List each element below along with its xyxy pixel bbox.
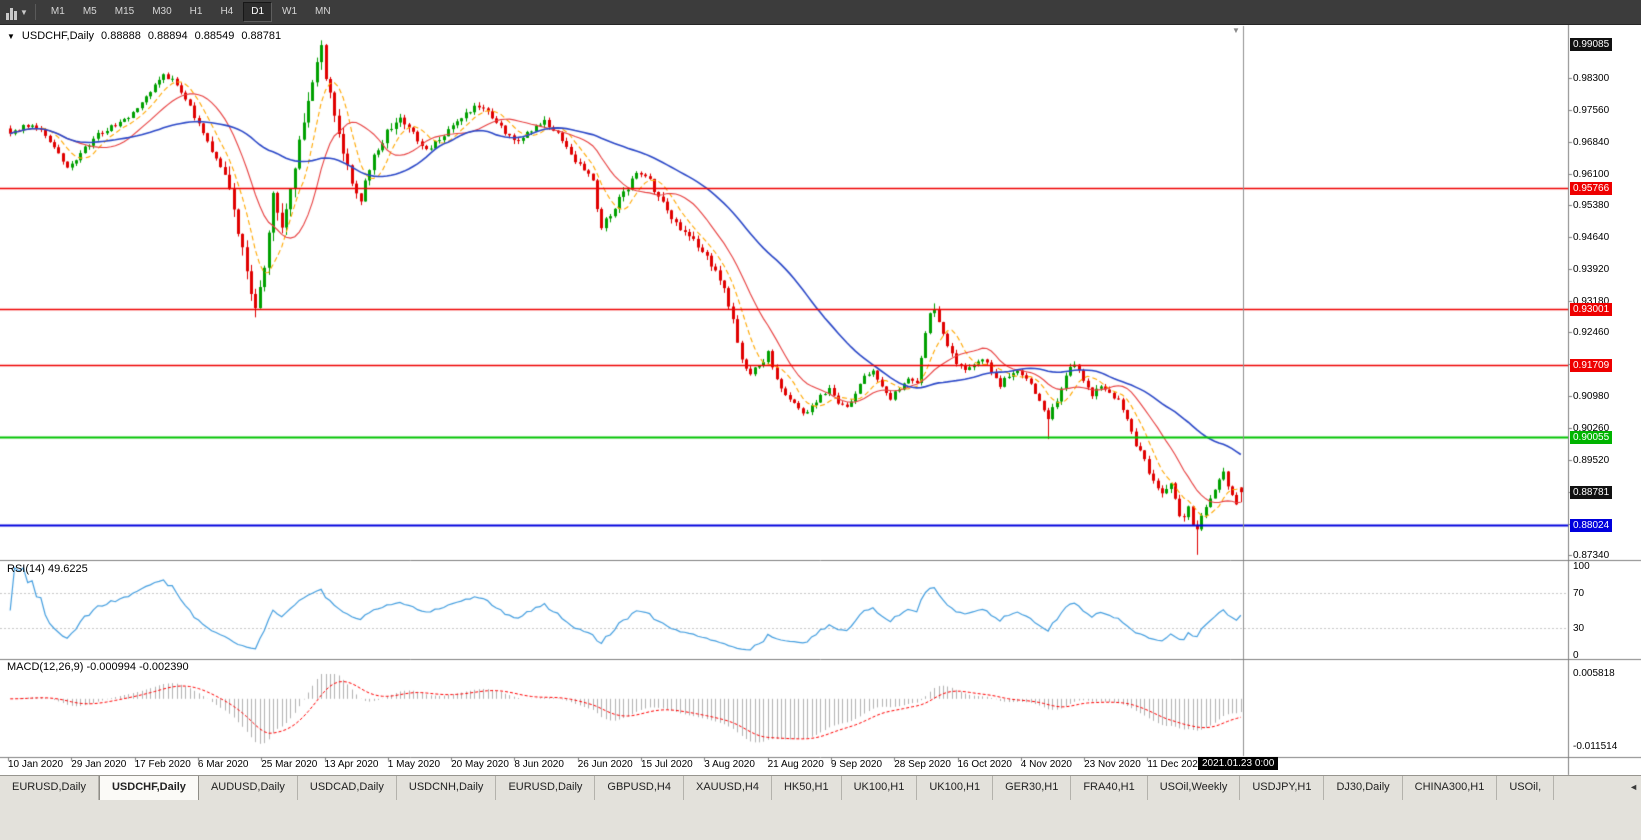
price-axis-tick: 0.96100 <box>1573 168 1610 180</box>
chart-tab-usdcad-daily[interactable]: USDCAD,Daily <box>298 776 397 800</box>
chart-tab-hk50-h1[interactable]: HK50,H1 <box>772 776 842 800</box>
chart-tab-gbpusd-h4[interactable]: GBPUSD,H4 <box>595 776 684 800</box>
chart-tab-audusd-daily[interactable]: AUDUSD,Daily <box>199 776 298 800</box>
chart-tab-usoil-weekly[interactable]: USOil,Weekly <box>1148 776 1241 800</box>
chart-ohlc-header: ▼ USDCHF,Daily 0.88888 0.88894 0.88549 0… <box>7 30 281 42</box>
date-axis-label: 21 Aug 2020 <box>767 759 824 770</box>
macd-axis-min: -0.011514 <box>1573 741 1618 752</box>
price-axis-tick: 0.89520 <box>1573 455 1610 466</box>
timeframe-button-h1[interactable]: H1 <box>189 6 203 17</box>
price-axis-tick: 0.87340 <box>1573 549 1610 561</box>
date-axis-label: 20 May 2020 <box>451 759 509 770</box>
tab-scroll-left-icon[interactable]: ◄ <box>1629 782 1638 792</box>
timeframe-button-mn[interactable]: MN <box>315 6 331 17</box>
date-axis-label: 17 Feb 2020 <box>134 759 191 770</box>
vline-date-badge: 2021.01.23 0:00 <box>1198 757 1279 770</box>
price-axis-tick: 0.93920 <box>1573 263 1610 275</box>
collapse-triangle-icon[interactable]: ▼ <box>7 31 15 41</box>
bottom-strip <box>0 800 1641 840</box>
chart-tab-ger30-h1[interactable]: GER30,H1 <box>993 776 1072 800</box>
low-value: 0.88549 <box>194 30 235 42</box>
price-axis-tick: 0.90260 <box>1573 422 1610 434</box>
chart-tab-uk100-h1[interactable]: UK100,H1 <box>842 776 918 800</box>
chart-area: ▼ USDCHF,Daily 0.88888 0.88894 0.88549 0… <box>0 25 1641 800</box>
date-axis-label: 11 Dec 2020 <box>1147 759 1204 770</box>
symbol-period-label: USDCHF,Daily <box>21 30 95 42</box>
timeframe-button-m1[interactable]: M1 <box>50 6 65 17</box>
chart-tab-eurusd-daily[interactable]: EURUSD,Daily <box>496 776 596 800</box>
timeframe-button-m15[interactable]: M15 <box>114 6 135 17</box>
price-level-badge: 0.88781 <box>1570 486 1613 500</box>
price-chart-canvas[interactable] <box>0 25 1641 800</box>
top-toolbar: ▼ M1 M5 M15 M30 H1 H4 D1 W1 MN <box>0 0 1641 25</box>
macd-axis-max: 0.005818 <box>1573 668 1615 679</box>
chart-tab-bar: EURUSD,Daily USDCHF,Daily AUDUSD,Daily USDC… <box>0 775 1641 800</box>
toolbar-separator <box>34 4 36 20</box>
price-level-badge: 0.99085 <box>1570 37 1613 51</box>
chart-tab-eurusd-daily[interactable]: EURUSD,Daily <box>0 776 99 800</box>
chart-tab-xauusd-h4[interactable]: XAUUSD,H4 <box>684 776 772 800</box>
price-axis-tick: 0.98300 <box>1573 73 1610 85</box>
macd-indicator-label: MACD(12,26,9) -0.000994 -0.002390 <box>7 661 189 673</box>
date-axis-label: 3 Aug 2020 <box>704 759 755 770</box>
date-axis-label: 16 Oct 2020 <box>957 759 1012 770</box>
timeframe-button-w1[interactable]: W1 <box>282 6 298 17</box>
timeframe-button-m30[interactable]: M30 <box>152 6 172 17</box>
chart-shift-marker-icon[interactable]: ▼ <box>1232 26 1240 35</box>
date-axis-label: 4 Nov 2020 <box>1020 759 1072 770</box>
timeframe-button-m5[interactable]: M5 <box>82 6 97 17</box>
date-axis-label: 9 Sep 2020 <box>830 759 883 770</box>
date-axis-label: 10 Jan 2020 <box>8 759 64 770</box>
chart-tab-usdjpy-h1[interactable]: USDJPY,H1 <box>1240 776 1325 800</box>
chart-tab-usoil-[interactable]: USOil, <box>1497 776 1555 800</box>
timeframe-toolbar: M1 M5 M15 M30 H1 H4 D1 W1 MN <box>42 2 340 22</box>
rsi-axis-tick: 70 <box>1573 587 1585 599</box>
price-axis-tick: 0.96840 <box>1573 136 1610 148</box>
date-axis-label: 26 Jun 2020 <box>577 759 633 770</box>
date-axis-label: 15 Jul 2020 <box>641 759 693 770</box>
chart-tab-uk100-h1[interactable]: UK100,H1 <box>917 776 994 800</box>
date-axis-label: 25 Mar 2020 <box>261 759 318 770</box>
price-level-badge: 0.91709 <box>1570 358 1613 372</box>
chart-tab-usdcnh-daily[interactable]: USDCNH,Daily <box>397 776 497 800</box>
date-axis-label: 23 Nov 2020 <box>1084 759 1141 770</box>
date-axis-label: 29 Jan 2020 <box>71 759 127 770</box>
date-axis-label: 1 May 2020 <box>387 759 441 770</box>
price-level-badge: 0.95766 <box>1570 182 1613 196</box>
price-level-badge: 0.88024 <box>1570 519 1613 533</box>
date-axis-label: 13 Apr 2020 <box>324 759 379 770</box>
rsi-axis-tick: 0 <box>1573 650 1579 661</box>
date-axis-label: 28 Sep 2020 <box>894 759 951 770</box>
chart-tab-fra40-h1[interactable]: FRA40,H1 <box>1071 776 1148 800</box>
price-axis-tick: 0.95380 <box>1573 200 1610 212</box>
timeframe-button-h4[interactable]: H4 <box>220 6 234 17</box>
chevron-down-icon[interactable]: ▼ <box>20 7 28 17</box>
price-axis-tick: 0.92460 <box>1573 327 1610 339</box>
rsi-axis-tick: 30 <box>1573 623 1585 635</box>
price-level-badge: 0.93001 <box>1570 302 1613 316</box>
rsi-axis-tick: 100 <box>1573 561 1590 572</box>
price-axis-tick: 0.94640 <box>1573 232 1610 244</box>
rsi-indicator-label: RSI(14) 49.6225 <box>7 563 88 575</box>
candlestick-chart-icon[interactable] <box>4 4 19 20</box>
open-value: 0.88888 <box>101 30 141 42</box>
timeframe-button-d1[interactable]: D1 <box>243 2 273 22</box>
high-value: 0.88894 <box>147 30 188 42</box>
price-axis-tick: 0.93180 <box>1573 295 1610 307</box>
chart-tab-dj30-daily[interactable]: DJ30,Daily <box>1324 776 1403 800</box>
date-axis-label: 8 Jun 2020 <box>514 759 564 770</box>
date-axis-label: 6 Mar 2020 <box>197 759 249 770</box>
price-axis-tick: 0.90980 <box>1573 391 1610 403</box>
chart-tab-china300-h1[interactable]: CHINA300,H1 <box>1403 776 1498 800</box>
price-axis-tick: 0.97560 <box>1573 105 1610 117</box>
price-level-badge: 0.90055 <box>1570 430 1613 444</box>
close-value: 0.88781 <box>241 30 282 42</box>
chart-tab-usdchf-daily[interactable]: USDCHF,Daily <box>98 776 199 800</box>
